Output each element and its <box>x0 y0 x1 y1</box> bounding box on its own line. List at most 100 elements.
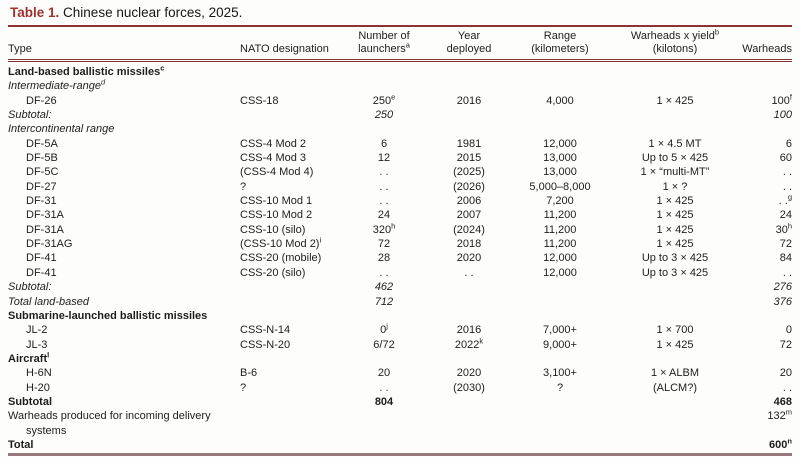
table-cell <box>610 295 740 309</box>
table-cell: CSS-4 Mod 3 <box>240 152 307 165</box>
table-cell: H-20 <box>26 381 50 394</box>
table-cell: 20 <box>377 367 391 380</box>
table-cell <box>340 409 428 438</box>
table-cell <box>610 352 740 366</box>
table-cell <box>610 122 740 136</box>
table-row: DF-31 CSS-10 Mod 1 . . 2006 7,200 1 × 425 . .g <box>8 193 792 208</box>
table-cell <box>428 280 510 294</box>
table-row: H-20? . . (2030)? (ALCM?) . . <box>8 381 792 395</box>
table-cell <box>510 352 610 366</box>
table-cell: (CSS-4 Mod 4) <box>240 166 314 179</box>
table-row: Intercontinental range <box>8 122 792 136</box>
table-cell <box>510 309 610 323</box>
table-cell: CSS-10 (silo) <box>240 223 306 236</box>
table-cell <box>240 438 340 452</box>
table-cell: 7,000+ <box>543 324 577 337</box>
table-cell: 6 <box>380 137 388 150</box>
table-cell <box>740 122 792 136</box>
table-cell: DF-41 <box>26 252 57 265</box>
table-cell: 12,000 <box>543 252 577 265</box>
footnote-marker: e <box>391 92 396 102</box>
table-cell: JL-2 <box>26 324 48 337</box>
footnote-marker: a <box>405 40 410 50</box>
table-row: DF-31AG (CSS-10 Mod 2)i 72 2018 11,200 1 × 42… <box>8 236 792 251</box>
table-cell <box>340 61 428 80</box>
table-cell <box>340 309 428 323</box>
table-cell: 1 × 425 <box>656 195 694 208</box>
table-cell: . . <box>464 266 474 279</box>
table-cell <box>240 395 340 409</box>
table-row: DF-31A CSS-10 Mod 2 24 2007 11,200 1 × 425 24 <box>8 208 792 222</box>
table-cell: (ALCM?) <box>652 381 697 394</box>
table-cell <box>428 79 510 93</box>
table-row: Subtotal: 250 100 <box>8 108 792 122</box>
footnote-marker: h <box>391 221 396 231</box>
table-cell <box>510 108 610 122</box>
table-cell: . . <box>782 381 792 394</box>
table-cell <box>240 352 340 366</box>
header-row: Type NATO designation Number of launchersa Y… <box>8 27 792 62</box>
table-cell <box>740 61 792 80</box>
table-cell <box>428 295 510 309</box>
table-cell: 600n <box>769 436 792 451</box>
table-cell: 1 × 700 <box>656 324 694 337</box>
table-cell: Total <box>8 438 34 451</box>
table-cell: Up to 3 × 425 <box>641 266 709 279</box>
table-row: Total land-based 712 376 <box>8 295 792 309</box>
table-cell <box>510 395 610 409</box>
table-cell: 72 <box>779 338 792 351</box>
table-cell <box>428 309 510 323</box>
table-cell: 1 × ? <box>662 180 688 193</box>
table-cell: 11,200 <box>543 209 577 222</box>
footnote-marker: n <box>787 436 792 446</box>
table-cell: 13,000 <box>543 166 577 179</box>
table-cell: 0j <box>380 321 388 337</box>
table-cell: 13,000 <box>543 152 577 165</box>
table-cell <box>510 79 610 93</box>
table-cell: Up to 5 × 425 <box>641 152 709 165</box>
table-cell: Intermediate-ranged <box>8 77 106 93</box>
table-cell: . . <box>379 195 389 208</box>
table-cell <box>240 280 340 294</box>
table-cell <box>240 122 340 136</box>
table-cell: Warheads produced for incoming delivery … <box>8 410 211 437</box>
table-cell: 712 <box>374 295 394 308</box>
table-cell <box>610 79 740 93</box>
table-cell <box>428 409 510 438</box>
table-cell: CSS-N-14 <box>240 324 291 337</box>
table-row: H-6N B-6 20 2020 3,100+ 1 × ALBM 20 <box>8 366 792 380</box>
table-cell: 60 <box>779 152 792 165</box>
table-cell: DF-5A <box>26 137 58 150</box>
table-cell: B-6 <box>240 367 258 380</box>
table-cell <box>610 280 740 294</box>
table-cell: 2018 <box>456 238 482 251</box>
table-row: DF-41 CSS-20 (mobile) 28 2020 12,000 Up to 3 … <box>8 251 792 265</box>
table-cell: 72 <box>377 238 391 251</box>
table-cell <box>510 61 610 80</box>
table-cell: (2024) <box>453 223 485 236</box>
table-cell: (2030) <box>453 381 485 394</box>
table-cell <box>340 352 428 366</box>
nuclear-forces-table: Type NATO designation Number of launchersa Y… <box>8 27 792 452</box>
table-cell: DF-41 <box>26 266 57 279</box>
table-cell: 2016 <box>456 94 482 107</box>
table-cell: 1981 <box>456 137 482 150</box>
table-cell: JL-3 <box>26 338 48 351</box>
table-cell: 12 <box>377 152 391 165</box>
table-cell: CSS-20 (silo) <box>240 266 306 279</box>
table-cell: 276 <box>773 281 792 294</box>
table-cell: H-6N <box>26 367 52 380</box>
table-cell: Up to 3 × 425 <box>641 252 709 265</box>
table-cell: 24 <box>779 209 792 222</box>
footnote-marker: f <box>789 92 792 102</box>
table-cell <box>340 122 428 136</box>
table-cell: . . <box>379 266 389 279</box>
table-cell: (2025) <box>453 166 485 179</box>
table-cell: 2020 <box>456 367 482 380</box>
table-row: DF-5A CSS-4 Mod 2 6 1981 12,000 1 × 4.5 MT 6 <box>8 137 792 151</box>
table-row: Total 600n <box>8 436 792 452</box>
table-cell: Subtotal: <box>8 109 52 122</box>
table-cell: CSS-20 (mobile) <box>240 252 322 265</box>
table-cell: 2022k <box>454 335 484 351</box>
footnote-marker: b <box>714 27 720 37</box>
